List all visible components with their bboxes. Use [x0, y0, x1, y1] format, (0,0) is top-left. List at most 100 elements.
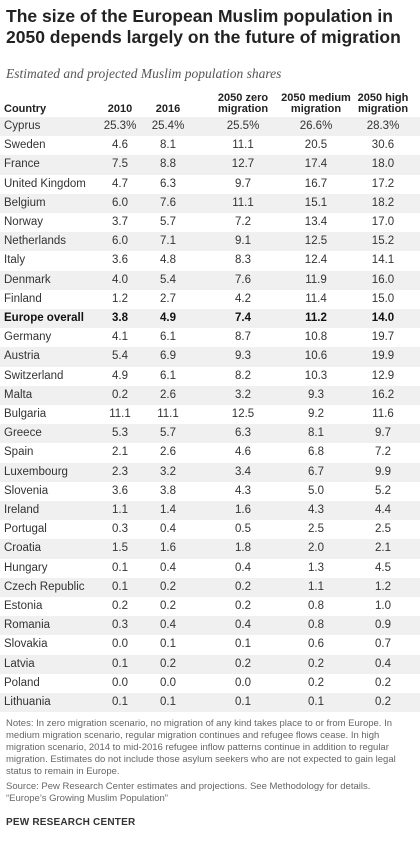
- table-row: Cyprus 25.3% 25.4% 25.5% 26.6% 28.3%: [0, 117, 420, 137]
- value-cell: 1.2: [375, 580, 391, 593]
- value-cell: 14.1: [371, 254, 395, 267]
- country-name: Europe overall: [4, 312, 84, 324]
- country-name: Ireland: [4, 504, 40, 516]
- value-cell: 26.6%: [299, 120, 333, 132]
- value-cell: 9.3: [235, 350, 251, 363]
- value-cell: 17.4: [304, 158, 328, 171]
- value-cell: 20.5: [304, 139, 328, 152]
- value-cell: 25.4%: [151, 120, 185, 132]
- value-cell: 0.4: [375, 657, 391, 670]
- value-cell: 0.1: [112, 657, 128, 670]
- value-cell: 11.4: [305, 292, 327, 305]
- value-cell: 0.1: [235, 696, 251, 708]
- value-cell: 11.6: [372, 408, 394, 420]
- value-cell: 10.3: [304, 369, 328, 382]
- value-cell: 19.7: [371, 331, 395, 344]
- table-row: Romania 0.3 0.4 0.4 0.8 0.9: [0, 616, 420, 636]
- value-cell: 15.1: [304, 196, 328, 209]
- value-cell: 6.7: [308, 465, 324, 478]
- country-name: Bulgaria: [4, 408, 47, 420]
- table-row: Italy 3.6 4.8 8.3 12.4 14.1: [0, 251, 420, 270]
- value-cell: 7.2: [235, 216, 251, 228]
- value-cell: 5.0: [308, 484, 324, 497]
- value-cell: 11.1: [232, 196, 254, 209]
- table-row: France 7.5 8.8 12.7 17.4 18.0: [0, 155, 420, 175]
- country-name: Netherlands: [4, 235, 67, 248]
- value-cell: 4.8: [160, 254, 176, 267]
- value-cell: 1.5: [112, 542, 128, 555]
- value-cell: 6.1: [160, 369, 176, 382]
- value-cell: 2.1: [375, 542, 391, 555]
- value-cell: 11.1: [232, 139, 254, 152]
- value-cell: 6.0: [112, 235, 128, 248]
- value-cell: 13.4: [304, 216, 328, 228]
- value-cell: 1.0: [375, 600, 391, 612]
- value-cell: 0.1: [160, 638, 176, 651]
- value-cell: 5.3: [112, 427, 128, 440]
- value-cell: 25.5%: [226, 120, 260, 132]
- value-cell: 6.1: [160, 331, 176, 344]
- table-row: Croatia 1.5 1.6 1.8 2.0 2.1: [0, 539, 420, 559]
- value-cell: 8.1: [308, 427, 324, 440]
- value-cell: 3.8: [112, 312, 128, 324]
- table-row: Portugal 0.3 0.4 0.5 2.5 2.5: [0, 520, 420, 539]
- value-cell: 0.7: [375, 638, 391, 651]
- table-row: United Kingdom 4.7 6.3 9.7 16.7 17.2: [0, 175, 420, 194]
- column-header-2050-high: 2050 high migration: [357, 92, 409, 115]
- country-name: Cyprus: [4, 120, 41, 132]
- value-cell: 5.4: [160, 273, 176, 286]
- value-cell: 4.4: [375, 504, 391, 516]
- value-cell: 0.1: [112, 561, 128, 574]
- table-row: Luxembourg 2.3 3.2 3.4 6.7 9.9: [0, 462, 420, 482]
- value-cell: 4.2: [235, 292, 251, 305]
- value-cell: 6.8: [308, 446, 324, 459]
- country-name: Austria: [4, 350, 40, 363]
- value-cell: 1.6: [160, 542, 176, 555]
- table-row: Estonia 0.2 0.2 0.2 0.8 1.0: [0, 597, 420, 616]
- value-cell: 4.3: [235, 484, 251, 497]
- table-row: Slovenia 3.6 3.8 4.3 5.0 5.2: [0, 482, 420, 501]
- value-cell: 0.3: [112, 619, 128, 632]
- value-cell: 0.1: [112, 696, 128, 708]
- table-row: Norway 3.7 5.7 7.2 13.4 17.0: [0, 213, 420, 232]
- table-row: Switzerland 4.9 6.1 8.2 10.3 12.9: [0, 367, 420, 386]
- table-row: Ireland 1.1 1.4 1.6 4.3 4.4: [0, 501, 420, 521]
- value-cell: 6.0: [112, 196, 128, 209]
- value-cell: 3.8: [160, 484, 176, 497]
- table-row: Sweden 4.6 8.1 11.1 20.5 30.6: [0, 136, 420, 155]
- table-row: Czech Republic 0.1 0.2 0.2 1.1 1.2: [0, 577, 420, 597]
- value-cell: 4.6: [235, 446, 251, 459]
- country-name: Spain: [4, 446, 34, 459]
- value-cell: 0.0: [112, 638, 128, 651]
- country-name: Portugal: [4, 523, 47, 536]
- value-cell: 0.2: [235, 580, 251, 593]
- value-cell: 0.2: [375, 696, 391, 708]
- country-name: Denmark: [4, 273, 51, 286]
- value-cell: 2.6: [160, 446, 176, 459]
- table-row: Germany 4.1 6.1 8.7 10.8 19.7: [0, 328, 420, 347]
- chart-title: The size of the European Muslim populati…: [6, 6, 401, 47]
- table-row: Latvia 0.1 0.2 0.2 0.2 0.4: [0, 654, 420, 674]
- value-cell: 4.9: [160, 312, 176, 324]
- country-name: Czech Republic: [4, 580, 85, 593]
- value-cell: 0.3: [112, 523, 128, 536]
- value-cell: 4.1: [112, 331, 128, 344]
- value-cell: 1.1: [308, 580, 324, 593]
- value-cell: 8.8: [160, 158, 176, 171]
- table-row: Greece 5.3 5.7 6.3 8.1 9.7: [0, 424, 420, 444]
- value-cell: 0.2: [308, 676, 324, 689]
- value-cell: 8.7: [235, 331, 251, 344]
- value-cell: 0.0: [160, 676, 176, 689]
- value-cell: 11.9: [305, 273, 327, 286]
- value-cell: 25.3%: [103, 120, 137, 132]
- value-cell: 0.1: [235, 638, 251, 651]
- value-cell: 3.2: [160, 465, 176, 478]
- value-cell: 8.3: [235, 254, 251, 267]
- value-cell: 9.7: [235, 177, 251, 190]
- country-name: Greece: [4, 427, 42, 440]
- value-cell: 0.1: [160, 696, 176, 708]
- table-row: Netherlands 6.0 7.1 9.1 12.5 15.2: [0, 232, 420, 252]
- value-cell: 0.2: [160, 657, 176, 670]
- country-name: France: [4, 158, 40, 171]
